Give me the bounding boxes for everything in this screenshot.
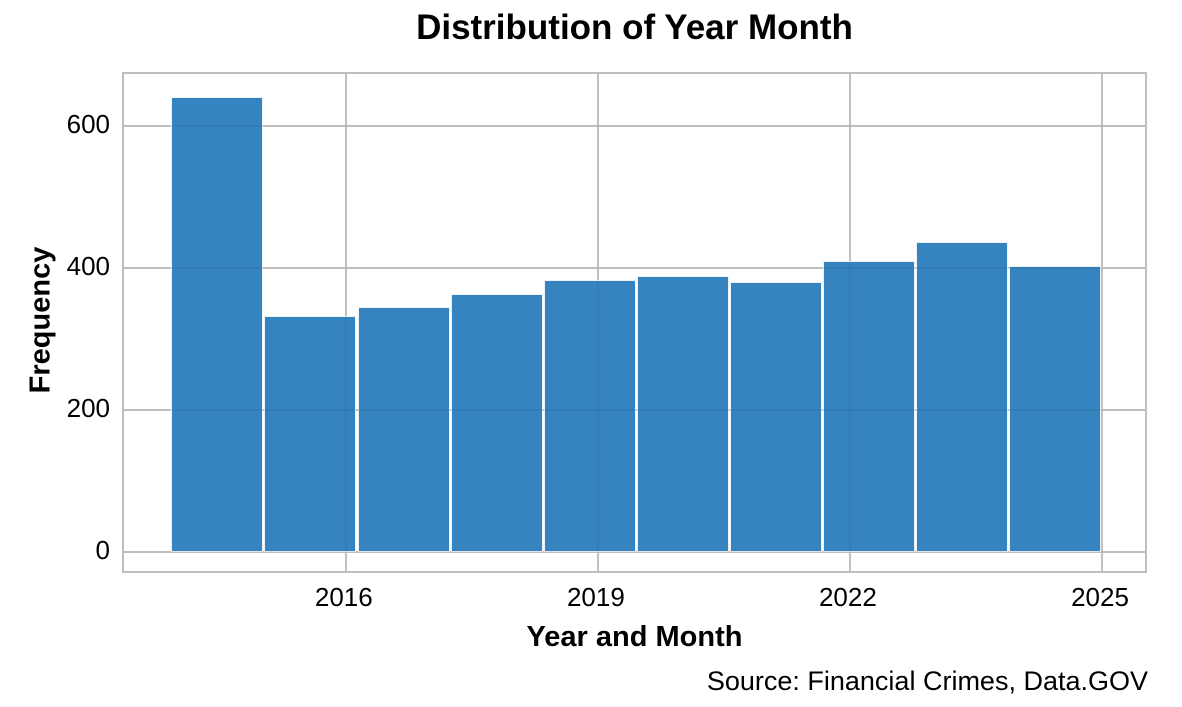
histogram-bar (636, 275, 729, 553)
gridline-overlay-y-200 (124, 409, 1145, 412)
y-tick-label-200: 200 (66, 393, 110, 424)
y-tick-label-0: 0 (95, 535, 110, 566)
histogram-bar (1009, 265, 1102, 553)
histogram-bar (264, 316, 357, 553)
gridline-overlay-y-600 (124, 124, 1145, 127)
y-tick-label-400: 400 (66, 251, 110, 281)
source-note: Source: Financial Crimes, Data.GOV (706, 666, 1148, 696)
x-tick-label-2025: 2025 (1071, 582, 1129, 612)
gridline-y-0 (124, 551, 1145, 554)
gridline-overlay-x-2025 (1101, 74, 1103, 571)
gridline-overlay-x-2019 (597, 74, 599, 571)
gridline-overlay-y-0 (124, 551, 1145, 554)
histogram-bar (543, 280, 636, 553)
gridline-overlay-x-2016 (345, 74, 347, 571)
histogram-bar (730, 281, 823, 553)
gridline-y-400 (124, 267, 1145, 269)
x-tick-label-2019: 2019 (566, 582, 625, 612)
gridline-overlay-y-400 (124, 267, 1145, 269)
x-tick-label-2022: 2022 (818, 582, 877, 612)
plot-area (122, 72, 1147, 573)
gridline-y-600 (124, 124, 1145, 127)
histogram-bar (357, 307, 450, 553)
histogram-bar (823, 260, 916, 553)
histogram-bar (450, 293, 543, 553)
chart-title: Distribution of Year Month (416, 8, 853, 47)
histogram-bar (171, 96, 264, 553)
x-axis-label: Year and Month (526, 621, 743, 653)
histogram-bar (916, 241, 1009, 553)
gridline-overlay-x-2022 (849, 74, 851, 571)
gridline-x-2025 (1101, 74, 1103, 571)
y-tick-label-600: 600 (66, 108, 110, 139)
x-tick-label-2016: 2016 (314, 582, 373, 612)
